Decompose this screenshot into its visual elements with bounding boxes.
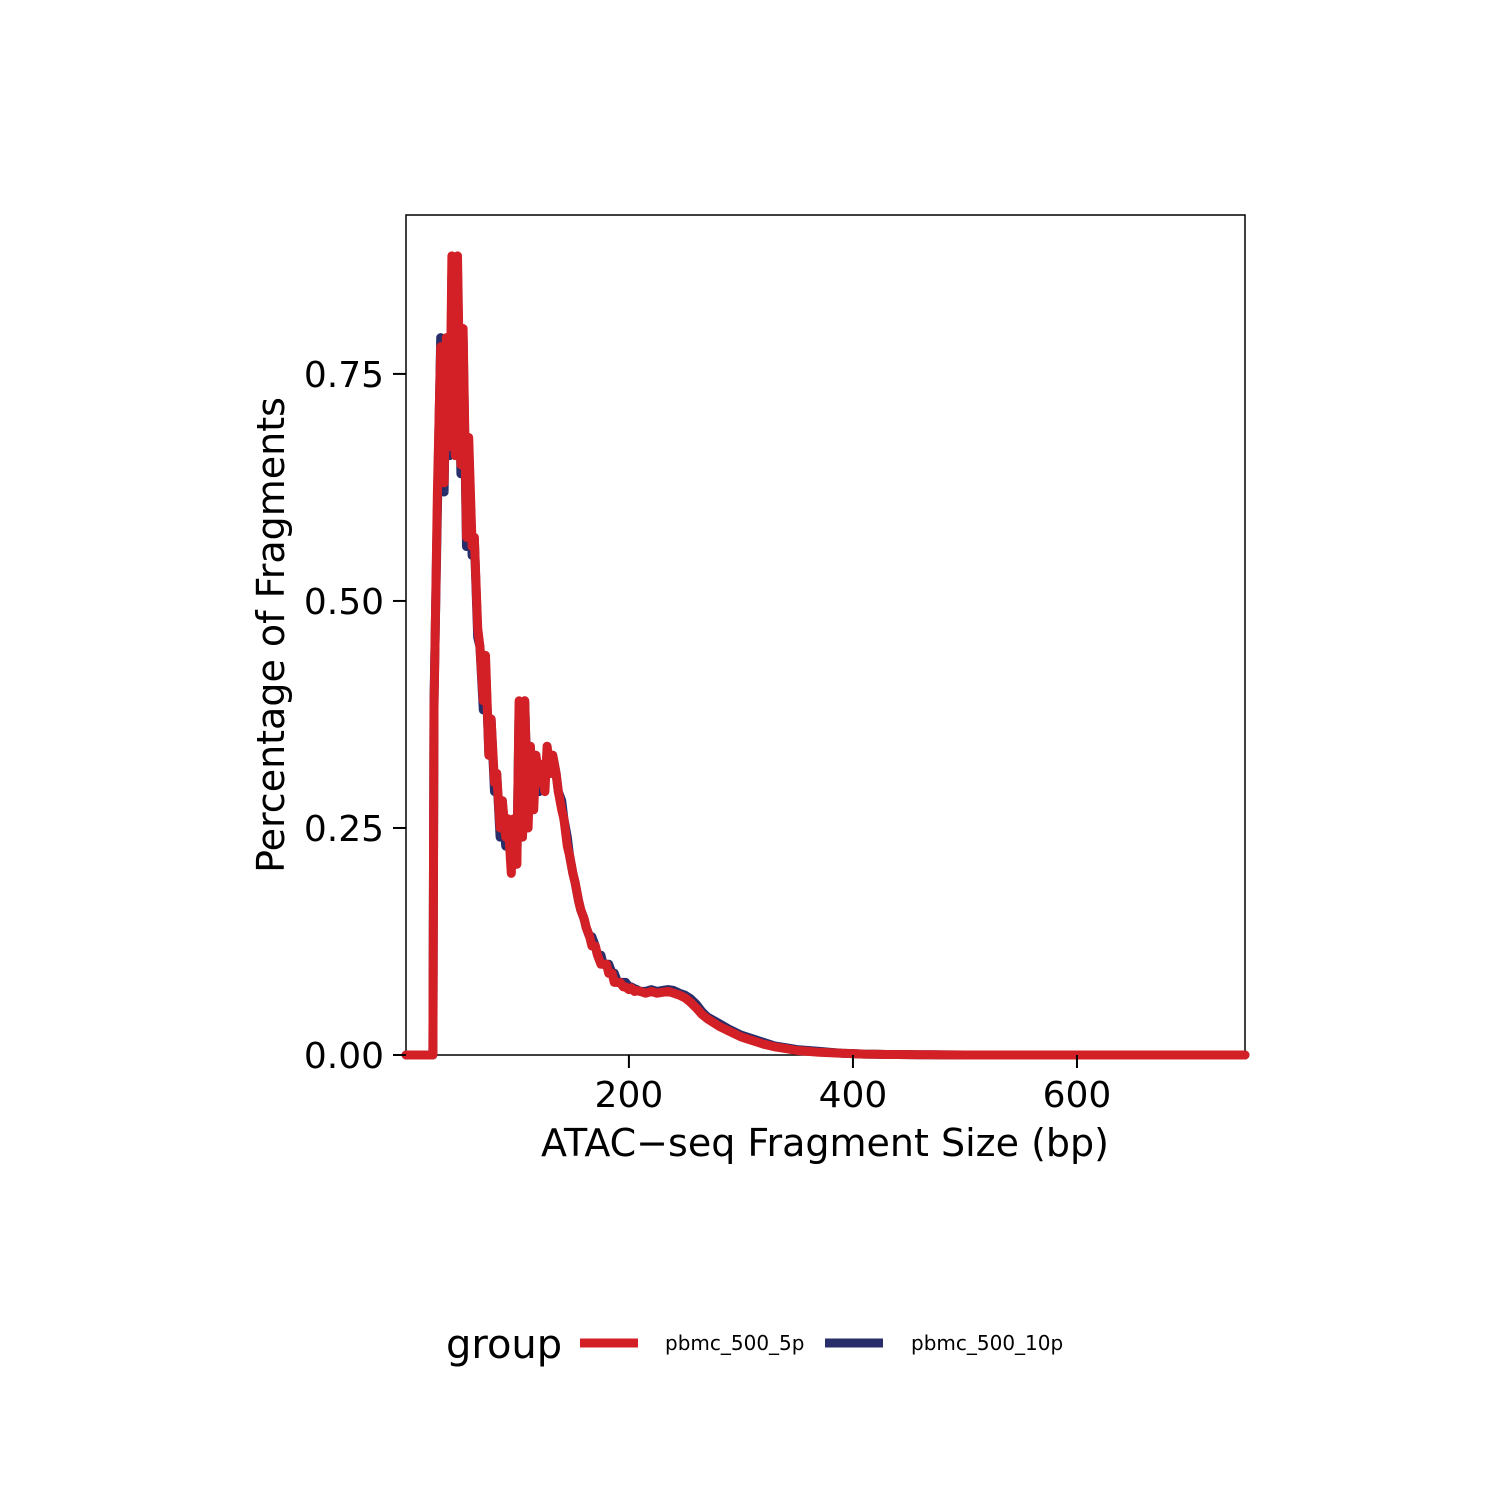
series-layer — [401, 251, 1250, 1060]
x-tick-label: 200 — [595, 1075, 664, 1116]
y-tick-label: 0.75 — [304, 355, 384, 396]
x-axis-title: ATAC−seq Fragment Size (bp) — [541, 1121, 1109, 1165]
x-tick-label: 600 — [1043, 1075, 1112, 1116]
x-tick-label: 400 — [819, 1075, 888, 1116]
y-tick-label: 0.00 — [304, 1036, 384, 1077]
series-line-pbmc-500-5p — [401, 251, 1250, 1060]
legend-label-pbmc-500-5p: pbmc_500_5p — [665, 1331, 804, 1355]
plot-panel — [405, 214, 1246, 1056]
y-tick-label: 0.25 — [304, 809, 384, 850]
legend-label-pbmc-500-10p: pbmc_500_10p — [911, 1331, 1063, 1355]
legend: group pbmc_500_5p pbmc_500_10p — [446, 1322, 1063, 1368]
legend-title: group — [446, 1322, 562, 1368]
axis-layer: 0.00 0.25 0.50 0.75 200 400 600 — [304, 355, 1111, 1116]
y-axis-title: Percentage of Fragments — [249, 397, 293, 873]
y-tick-label: 0.50 — [304, 582, 384, 623]
